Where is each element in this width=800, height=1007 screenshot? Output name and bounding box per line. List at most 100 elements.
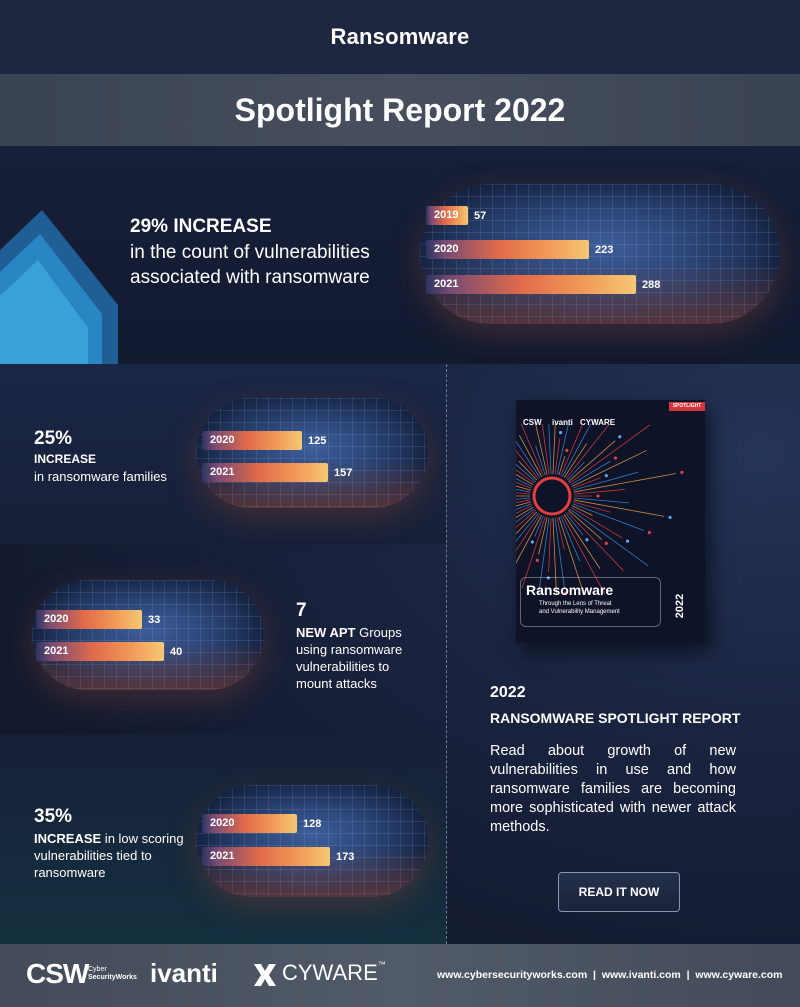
- bar-value-label: 173: [336, 850, 355, 863]
- stat-families-percent: 25%: [34, 428, 73, 449]
- stat-apt-text3: vulnerabilities to: [296, 659, 390, 674]
- burst-ray: [571, 450, 647, 487]
- bar-value-label: 128: [303, 817, 322, 830]
- burst-ray: [516, 514, 541, 552]
- burst-ray: [573, 499, 665, 517]
- csw-tagline-2: SecurityWorks: [88, 974, 137, 981]
- chart-low-scoring: [196, 785, 428, 897]
- burst-ray: [572, 503, 644, 531]
- chart-bar: 2020 128: [202, 814, 321, 833]
- burst-ray: [516, 503, 532, 510]
- burst-ray: [558, 455, 566, 476]
- cover-logo-cyware: CYWARE: [580, 418, 616, 427]
- stat-low-text3: ransomware: [34, 865, 106, 880]
- burst-ray: [516, 508, 535, 523]
- cover-logo-csw: CSW: [523, 418, 542, 427]
- report-cover[interactable]: SPOTLIGHT CSW ivanti CYWARE Ransomware T…: [516, 400, 705, 643]
- burst-ray: [516, 464, 536, 482]
- burst-ray: [563, 514, 601, 569]
- burst-core: [532, 476, 572, 516]
- burst-dot: [647, 530, 651, 535]
- burst-dot: [530, 540, 534, 544]
- burst-ray: [562, 424, 592, 477]
- bar-fill: 2021: [202, 847, 330, 866]
- stat-vulnerabilities: 29% INCREASE in the count of vulnerabili…: [130, 216, 370, 290]
- burst-ray: [516, 512, 539, 542]
- burst-dot: [613, 456, 618, 460]
- burst-ray: [556, 424, 569, 475]
- bar-fill: 2021: [36, 642, 164, 661]
- burst-ray: [554, 517, 565, 588]
- cover-subtitle-2: and Vulnerability Management: [539, 609, 620, 615]
- burst-ray: [520, 424, 544, 476]
- burst-ray: [570, 460, 611, 486]
- burst-ray: [554, 438, 561, 475]
- burst-ray: [552, 424, 556, 475]
- burst-ray: [563, 443, 588, 478]
- bar-category-label: 2020: [210, 817, 235, 829]
- stat-apt-text1: Groups: [355, 625, 402, 640]
- cover-burst-art: [516, 424, 684, 594]
- bar-value-label: 33: [148, 613, 161, 626]
- burst-ray: [538, 517, 548, 555]
- burst-dot: [680, 470, 684, 475]
- bar-fill: 2021: [202, 463, 328, 482]
- cover-subtitle-1: Through the Lens of Threat: [539, 601, 612, 607]
- burst-dot: [565, 448, 569, 452]
- stat-low-percent: 35%: [34, 806, 73, 827]
- csw-tagline-1: Cyber: [88, 966, 107, 973]
- burst-ray: [568, 440, 616, 482]
- chart-bar: 2021 40: [36, 642, 182, 661]
- report-description: Read about growth of new vulnerabilities…: [490, 743, 736, 835]
- burst-ray: [566, 511, 624, 571]
- cover-title: Ransomware: [526, 582, 614, 598]
- bar-fill: 2020: [36, 610, 142, 629]
- bar-category-label: 2020: [44, 613, 69, 625]
- burst-ray: [558, 516, 585, 594]
- title-bar: Ransomware: [0, 0, 800, 74]
- burst-ray: [548, 517, 552, 572]
- footer-links[interactable]: www.cybersecurityworks.com | www.ivanti.…: [437, 969, 783, 981]
- burst-ray: [565, 512, 584, 536]
- stat-low-text1: in low scoring: [101, 831, 184, 846]
- stat-vulns-percent: 29%: [130, 216, 169, 237]
- burst-ray: [573, 473, 677, 493]
- burst-ray: [566, 461, 585, 481]
- burst-ray: [516, 474, 534, 486]
- stat-apt-text2: using ransomware: [296, 642, 403, 657]
- stat-apt-number: 7: [296, 600, 307, 621]
- burst-ray: [516, 499, 531, 503]
- burst-ray: [569, 424, 651, 484]
- burst-ray: [541, 424, 550, 475]
- burst-ray: [516, 450, 539, 480]
- house-icon: [0, 210, 118, 365]
- burst-dot: [546, 576, 550, 580]
- page-subtitle: Spotlight Report 2022: [234, 91, 566, 128]
- burst-ray: [573, 501, 611, 513]
- chart-apt-groups: [32, 580, 264, 690]
- burst-ray: [573, 489, 625, 495]
- stat-families-text: in ransomware families: [34, 469, 167, 484]
- burst-ray: [516, 489, 531, 493]
- chart-bar: 2020 33: [36, 610, 160, 629]
- burst-ray: [518, 461, 538, 481]
- stat-families: 25% INCREASE in ransomware families: [34, 428, 167, 485]
- report-year: 2022: [490, 684, 526, 701]
- bar-fill: 2020: [426, 240, 589, 259]
- burst-ray: [516, 440, 541, 478]
- burst-ray: [521, 516, 546, 589]
- stat-apt-text4: mount attacks: [296, 676, 377, 691]
- burst-ray: [535, 424, 548, 475]
- page-title: Ransomware: [330, 24, 470, 49]
- bar-category-label: 2021: [210, 466, 235, 478]
- burst-ray: [516, 501, 531, 507]
- cyware-logo: CYWARE: [282, 960, 378, 985]
- burst-ray: [516, 515, 542, 564]
- bar-value-label: 223: [595, 243, 614, 256]
- burst-ray: [535, 445, 546, 476]
- read-it-now-button[interactable]: READ IT NOW: [558, 872, 680, 912]
- stat-vulns-line1: in the count of vulnerabilities: [130, 242, 370, 263]
- cover-title-box: Ransomware Through the Lens of Threat an…: [520, 577, 661, 627]
- burst-dot: [604, 541, 608, 545]
- burst-ray: [571, 505, 593, 516]
